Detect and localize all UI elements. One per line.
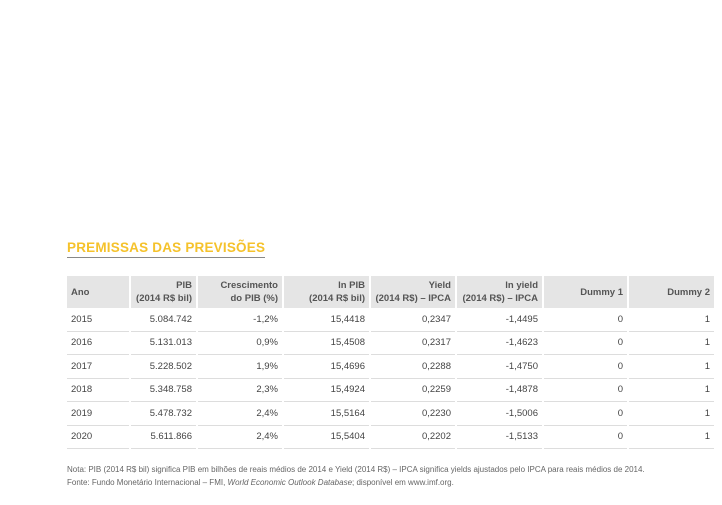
table-row: 2020 5.611.866 2,4% 15,5404 0,2202 -1,5133 0 1	[67, 425, 714, 449]
header-line: ln PIB	[338, 280, 365, 291]
table-cell: 2019	[67, 401, 130, 426]
table-cell: -1,4878	[455, 378, 543, 402]
header-line: Ano	[71, 286, 90, 298]
table-cell: 0	[542, 378, 628, 402]
note-text: World Economic Outlook Database	[227, 478, 353, 487]
table-cell: 5.348.758	[129, 378, 197, 402]
table-row: 2017 5.228.502 1,9% 15,4696 0,2288 -1,4750 0 1	[67, 354, 714, 379]
header-line: Crescimento	[220, 280, 278, 291]
notes: Nota: PIB (2014 R$ bil) significa PIB em…	[67, 463, 645, 489]
table-row: 2015 5.084.742 -1,2% 15,4418 0,2347 -1,4495 0 1	[67, 308, 714, 332]
table-cell: 5.131.013	[129, 331, 197, 355]
header-line: (2014 R$) – IPCA	[462, 293, 538, 304]
note-text: Fonte: Fundo Monetário Internacional – F…	[67, 478, 228, 487]
table-cell: 2,3%	[196, 378, 283, 402]
table-row: 2018 5.348.758 2,3% 15,4924 0,2259 -1,4878 0 1	[67, 378, 714, 402]
table-cell: 0	[542, 331, 628, 355]
header-line: (2014 R$) – IPCA	[375, 293, 451, 304]
table-cell: 15,4924	[282, 378, 370, 402]
header-cell: ln PIB (2014 R$ bil)	[282, 276, 370, 308]
table-cell: -1,5133	[455, 425, 543, 449]
header-line: (2014 R$ bil)	[309, 293, 365, 304]
table-cell: 1	[627, 331, 714, 355]
table-cell: 15,4508	[282, 331, 370, 355]
table-cell: 0,2347	[369, 308, 456, 332]
table-cell: -1,4750	[455, 354, 543, 379]
table: Ano PIB (2014 R$ bil) Crescimento do PIB (%)…	[67, 276, 714, 449]
table-cell: 1	[627, 308, 714, 332]
header-cell: PIB (2014 R$ bil)	[129, 276, 197, 308]
table-cell: -1,4623	[455, 331, 543, 355]
table-cell: 2015	[67, 308, 130, 332]
table-cell: 0,9%	[196, 331, 283, 355]
table-cell: 1	[627, 425, 714, 449]
table-row: 2016 5.131.013 0,9% 15,4508 0,2317 -1,4623 0 1	[67, 331, 714, 355]
table-cell: 1	[627, 401, 714, 426]
header-cell: ln yield (2014 R$) – IPCA	[455, 276, 543, 308]
table-cell: 2020	[67, 425, 130, 449]
header-line: (2014 R$ bil)	[136, 293, 192, 304]
header-line: ln yield	[505, 280, 538, 291]
note-line: Nota: PIB (2014 R$ bil) significa PIB em…	[67, 463, 645, 476]
table-cell: 2016	[67, 331, 130, 355]
table-cell: 1	[627, 378, 714, 402]
table-cell: 1	[627, 354, 714, 379]
table-cell: 1,9%	[196, 354, 283, 379]
table-cell: 0,2202	[369, 425, 456, 449]
note-text: ; disponível em www.imf.org.	[352, 478, 454, 487]
table-cell: 2,4%	[196, 425, 283, 449]
header-cell: Ano	[67, 276, 130, 308]
table-cell: 0	[542, 425, 628, 449]
header-line: Yield	[428, 280, 451, 291]
table-cell: 5.478.732	[129, 401, 197, 426]
table-cell: 0	[542, 308, 628, 332]
table-cell: -1,4495	[455, 308, 543, 332]
table-cell: 2,4%	[196, 401, 283, 426]
table-cell: 15,5404	[282, 425, 370, 449]
note-line: Fonte: Fundo Monetário Internacional – F…	[67, 476, 645, 489]
table-cell: 5.611.866	[129, 425, 197, 449]
table-cell: 0	[542, 354, 628, 379]
table-cell: 2017	[67, 354, 130, 379]
header-cell: Crescimento do PIB (%)	[196, 276, 283, 308]
header-cell: Dummy 1	[542, 276, 628, 308]
table-cell: 5.228.502	[129, 354, 197, 379]
table-cell: 0	[542, 401, 628, 426]
table-cell: 0,2259	[369, 378, 456, 402]
note-text: Nota: PIB (2014 R$ bil) significa PIB em…	[67, 465, 645, 474]
table-cell: -1,2%	[196, 308, 283, 332]
header-cell: Yield (2014 R$) – IPCA	[369, 276, 456, 308]
table-cell: 0,2288	[369, 354, 456, 379]
header-line: Dummy 1	[580, 286, 623, 298]
table-cell: 0,2230	[369, 401, 456, 426]
header-line: Dummy 2	[667, 286, 710, 298]
header-cell: Dummy 2	[627, 276, 714, 308]
table-cell: 2018	[67, 378, 130, 402]
table-cell: 15,4418	[282, 308, 370, 332]
table-cell: -1,5006	[455, 401, 543, 426]
table-cell: 15,4696	[282, 354, 370, 379]
header-line: PIB	[176, 280, 192, 291]
table-cell: 5.084.742	[129, 308, 197, 332]
table-cell: 15,5164	[282, 401, 370, 426]
header-row: Ano PIB (2014 R$ bil) Crescimento do PIB (%)…	[67, 276, 714, 308]
table-body: 2015 5.084.742 -1,2% 15,4418 0,2347 -1,4495 0 1…	[67, 308, 714, 449]
section-title: PREMISSAS DAS PREVISÕES	[67, 240, 266, 258]
table-row: 2019 5.478.732 2,4% 15,5164 0,2230 -1,5006 0 1	[67, 401, 714, 426]
header-line: do PIB (%)	[230, 293, 279, 304]
table-cell: 0,2317	[369, 331, 456, 355]
